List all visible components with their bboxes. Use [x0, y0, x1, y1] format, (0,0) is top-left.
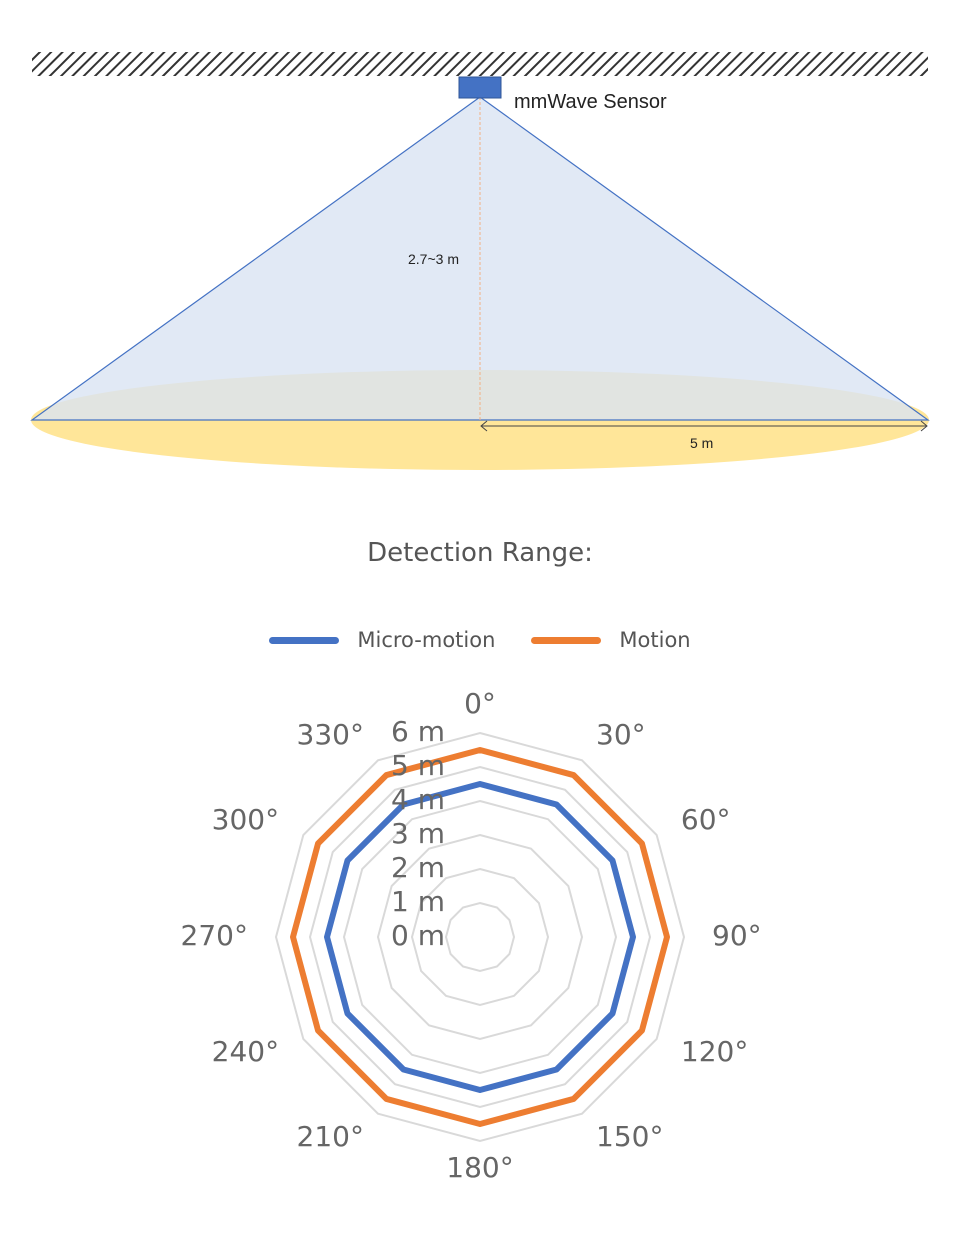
axis-label-10: 300° [212, 803, 279, 836]
series-line-motion [290, 747, 670, 1127]
axis-label-5: 150° [596, 1120, 663, 1153]
grid-ring-1 [444, 901, 516, 973]
chart-title: Detection Range: [367, 538, 593, 568]
radius-arrow-left [480, 420, 488, 432]
axis-label-8: 240° [212, 1035, 279, 1068]
axis-label-0: 0° [464, 687, 496, 720]
legend-swatch-micro-motion [269, 636, 340, 644]
axis-label-9: 270° [181, 919, 248, 952]
radial-tick-label-0: 0 m [391, 919, 445, 952]
series-line-micro-motion [324, 781, 636, 1093]
grid-ring-3 [376, 833, 584, 1041]
height-label: 2.7~3 m [408, 251, 459, 267]
chart-legend: Micro-motion Motion [0, 628, 960, 652]
ceiling [32, 52, 928, 76]
grid-ring-4 [342, 799, 618, 1075]
mmwave-sensor [458, 76, 502, 99]
grid-ring-6 [274, 731, 686, 1143]
axis-label-1: 30° [596, 718, 646, 751]
legend-label-motion: Motion [619, 628, 691, 652]
axis-label-7: 210° [297, 1120, 364, 1153]
radial-tick-label-1: 1 m [391, 885, 445, 918]
legend-swatch-motion [531, 636, 602, 644]
axis-label-4: 120° [681, 1035, 748, 1068]
legend-item-motion: Motion [531, 628, 691, 652]
radial-tick-label-2: 2 m [391, 851, 445, 884]
radial-tick-label-6: 6 m [391, 715, 445, 748]
legend-label-micro-motion: Micro-motion [357, 628, 496, 652]
grid-ring-5 [308, 765, 652, 1109]
radial-tick-label-4: 4 m [391, 783, 445, 816]
axis-label-3: 90° [712, 919, 762, 952]
axis-label-11: 330° [297, 718, 364, 751]
axis-label-2: 60° [681, 803, 731, 836]
radius-label: 5 m [690, 435, 713, 451]
radius-arrow-right [920, 420, 928, 432]
axis-label-6: 180° [446, 1151, 513, 1184]
sensor-label: mmWave Sensor [514, 91, 667, 113]
grid-ring-2 [410, 867, 550, 1007]
radar-chart: 0° 30° 60° 90° 120° 150° 180° 210° 240° 270° 300° 3… [181, 687, 762, 1184]
sensor-coverage-diagram: mmWave Sensor 2.7~3 m 5 m [30, 52, 930, 470]
radial-tick-label-3: 3 m [391, 817, 445, 850]
radial-tick-label-5: 5 m [391, 749, 445, 782]
legend-item-micro-motion: Micro-motion [269, 628, 495, 652]
